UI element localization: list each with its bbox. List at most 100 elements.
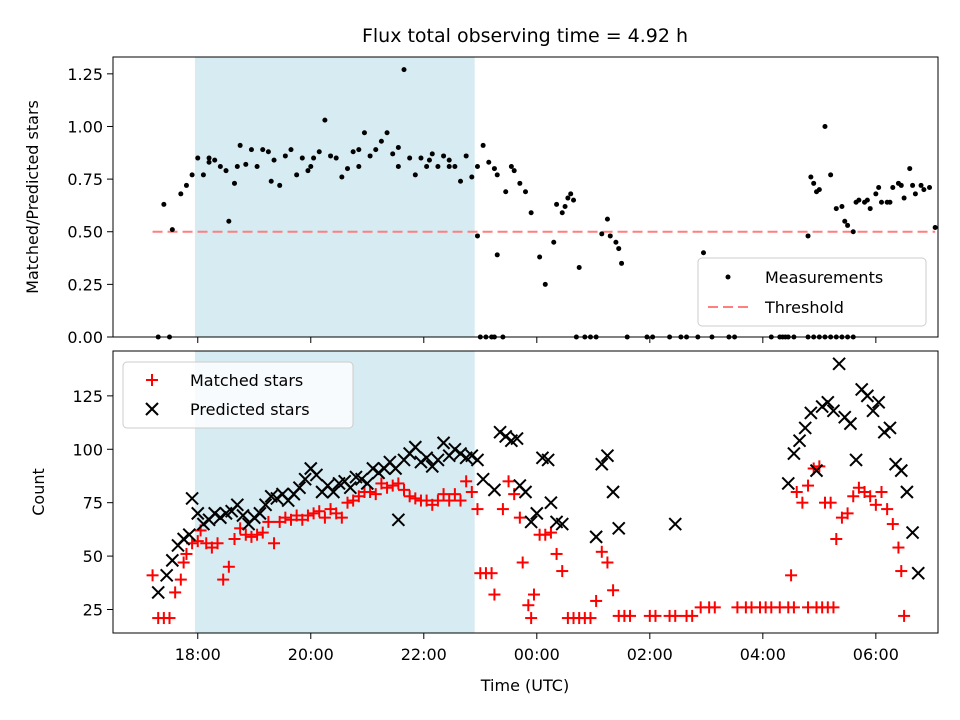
- measurement-point: [551, 239, 557, 245]
- predicted-star-point: [530, 506, 544, 521]
- matched-star-point: [796, 496, 809, 509]
- predicted-star-point: [360, 476, 374, 491]
- measurement-point: [378, 138, 384, 144]
- measurement-point: [839, 203, 845, 209]
- matched-star-point: [177, 556, 190, 569]
- measurement-point: [308, 163, 314, 169]
- matched-star-point: [607, 584, 620, 597]
- x-tick-label: 00:00: [514, 645, 560, 664]
- matched-star-point: [313, 505, 326, 518]
- matched-star-point: [239, 528, 252, 541]
- measurement-point: [350, 149, 356, 155]
- measurement-point: [480, 142, 486, 148]
- predicted-star-point: [419, 451, 434, 465]
- bottom-y-axis-label: Count: [29, 468, 48, 516]
- matched-star-point: [369, 488, 382, 501]
- measurement-point: [212, 157, 218, 163]
- predicted-star-point: [871, 395, 886, 409]
- predicted-star-point: [298, 472, 312, 486]
- matched-star-point: [824, 496, 837, 509]
- predicted-legend-marker: [145, 402, 159, 416]
- matched-star-point: [191, 535, 204, 548]
- measurement-point: [328, 153, 334, 159]
- matched-star-point: [245, 530, 258, 543]
- matched-star-point: [785, 569, 798, 582]
- measurement-point: [559, 210, 565, 216]
- measurement-point: [494, 172, 500, 178]
- measurement-point: [412, 172, 418, 178]
- y-tick-label: 125: [72, 387, 103, 406]
- measurement-point: [299, 155, 305, 161]
- measurement-point: [571, 197, 577, 203]
- matched-star-point: [222, 560, 235, 573]
- predicted-star-point: [431, 453, 445, 467]
- matched-star-point: [256, 526, 269, 539]
- predicted-star-point: [821, 395, 835, 409]
- predicted-star-point: [541, 453, 555, 467]
- predicted-star-point: [391, 513, 406, 527]
- measurement-point: [361, 130, 367, 136]
- predicted-star-point: [555, 517, 569, 531]
- matched-star-point: [485, 567, 498, 580]
- matched-star-point: [802, 479, 815, 492]
- predicted-star-point: [911, 566, 925, 580]
- predicted-star-point: [476, 472, 490, 486]
- measurement-point: [842, 218, 848, 224]
- matched-star-point: [624, 609, 637, 622]
- y-tick-label: 100: [72, 440, 103, 459]
- measurement-point: [508, 163, 514, 169]
- top-panel: 0.00 0.25 0.50 0.75 1.00 1.25 Matched/Predict…: [23, 56, 939, 347]
- measurement-point: [898, 182, 904, 188]
- measurement-point: [599, 231, 605, 237]
- measurement-point: [700, 250, 706, 256]
- predicted-star-point: [510, 431, 524, 446]
- matched-star-point: [251, 528, 264, 541]
- predicted-star-point: [849, 453, 863, 467]
- matched-star-point: [881, 503, 894, 516]
- measurement-point: [178, 191, 184, 197]
- predicted-star-point: [668, 517, 682, 531]
- matched-star-point: [381, 481, 394, 494]
- measurement-point: [452, 163, 458, 169]
- measurement-point: [356, 147, 362, 153]
- matched-star-point: [364, 486, 377, 498]
- threshold-legend-label: Threshold: [764, 298, 844, 317]
- y-tick-label: 25: [83, 601, 103, 620]
- matched-star-point: [392, 477, 405, 490]
- measurement-point: [237, 142, 243, 148]
- x-tick-label: 06:00: [853, 645, 899, 664]
- matched-star-point: [708, 601, 721, 614]
- predicted-star-point: [894, 463, 908, 478]
- matched-star-point: [403, 490, 416, 503]
- predicted-star-point: [236, 508, 250, 523]
- matched-star-point: [895, 565, 908, 578]
- measurement-point: [424, 163, 430, 169]
- predicted-star-point: [487, 483, 502, 497]
- matched-star-point: [584, 612, 597, 625]
- matched-stars-series: [146, 460, 911, 625]
- predicted-star-point: [182, 528, 196, 542]
- predicted-star-point: [292, 481, 307, 495]
- predicted-star-point: [900, 485, 914, 499]
- measurement-point: [195, 155, 201, 161]
- measurement-point: [429, 151, 435, 157]
- measurement-point: [537, 254, 543, 260]
- measurement-point: [511, 168, 517, 174]
- predicted-star-point: [309, 468, 324, 482]
- measurement-point: [528, 210, 534, 216]
- predicted-star-point: [781, 476, 795, 491]
- measurement-point: [523, 189, 528, 195]
- top-legend: Measurements Threshold: [697, 257, 927, 327]
- predicted-star-point: [343, 481, 358, 495]
- matched-star-point: [335, 511, 348, 524]
- predicted-star-point: [191, 506, 205, 521]
- predicted-star-point: [843, 416, 858, 431]
- measurement-point: [260, 147, 266, 153]
- matched-legend-marker: [146, 374, 158, 386]
- matched-star-point: [516, 556, 529, 569]
- measurement-point: [503, 189, 509, 195]
- measurement-point: [231, 180, 237, 186]
- matched-star-point: [813, 460, 826, 473]
- top-y-axis-label: Matched/Predicted stars: [23, 100, 42, 294]
- predicted-star-point: [258, 498, 273, 512]
